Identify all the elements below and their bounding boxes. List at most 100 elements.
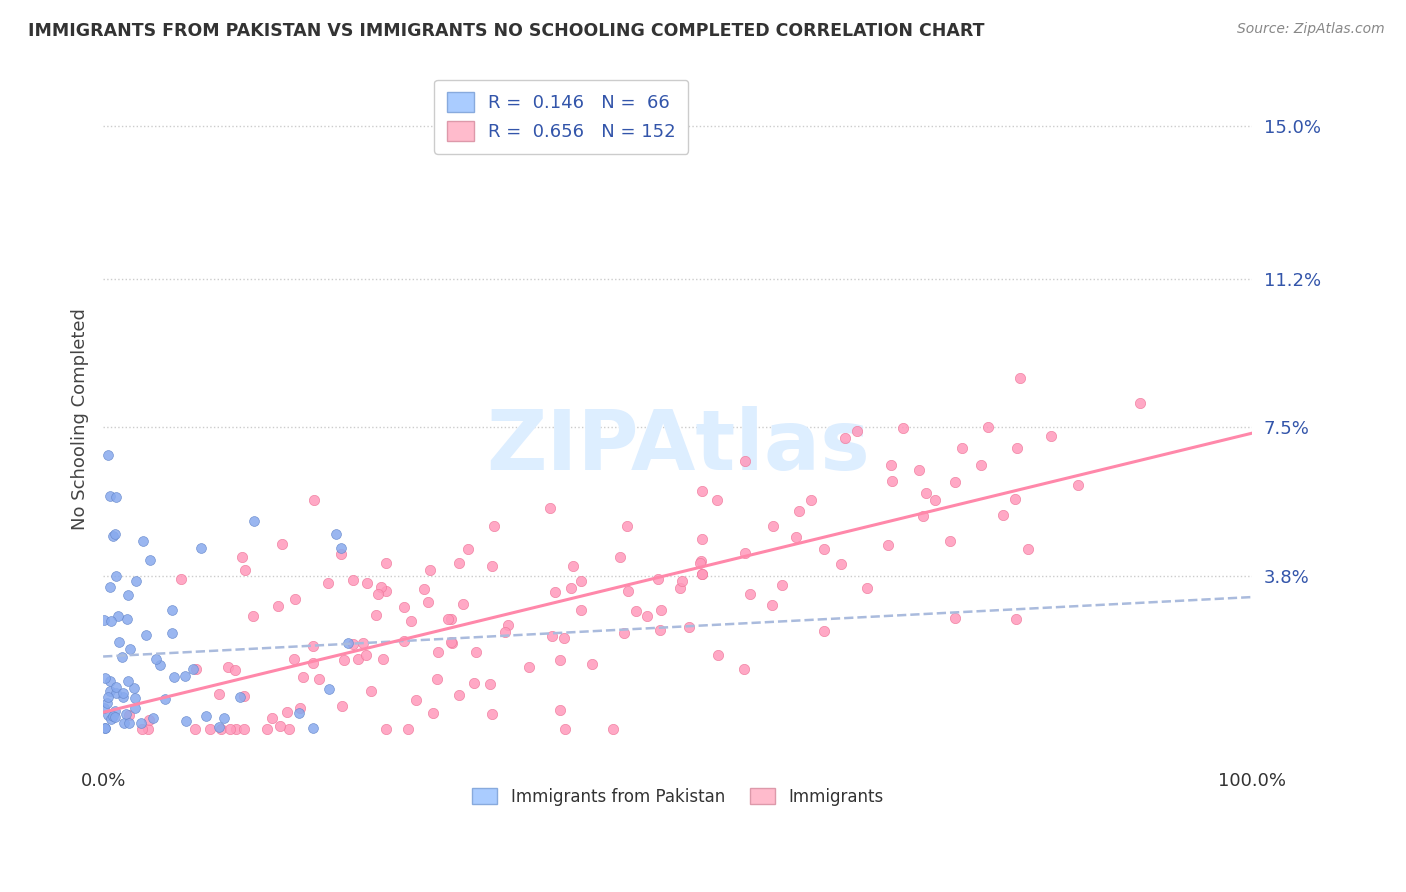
Point: [219, 722, 242, 736]
Point: [422, 706, 444, 721]
Point: [149, 658, 172, 673]
Point: [111, 686, 134, 700]
Point: [108, 635, 131, 649]
Point: [184, 722, 207, 736]
Point: [396, 722, 419, 736]
Point: [375, 584, 398, 599]
Point: [419, 562, 441, 576]
Point: [209, 722, 232, 736]
Point: [269, 718, 291, 732]
Point: [800, 493, 823, 508]
Point: [104, 680, 127, 694]
Point: [671, 574, 693, 588]
Point: [1017, 541, 1039, 556]
Point: [517, 660, 540, 674]
Point: [891, 420, 914, 434]
Point: [360, 683, 382, 698]
Point: [229, 690, 252, 704]
Point: [118, 707, 141, 722]
Point: [1005, 611, 1028, 625]
Legend: Immigrants from Pakistan, Immigrants: Immigrants from Pakistan, Immigrants: [464, 780, 891, 814]
Point: [440, 635, 463, 649]
Point: [333, 652, 356, 666]
Point: [136, 722, 159, 736]
Point: [880, 458, 903, 472]
Point: [880, 474, 903, 488]
Point: [924, 492, 946, 507]
Point: [1004, 492, 1026, 507]
Point: [441, 636, 464, 650]
Point: [426, 672, 449, 686]
Point: [447, 688, 470, 702]
Point: [117, 588, 139, 602]
Point: [457, 541, 479, 556]
Point: [124, 691, 146, 706]
Point: [845, 424, 868, 438]
Point: [733, 661, 755, 675]
Point: [329, 541, 352, 556]
Point: [301, 639, 323, 653]
Point: [103, 529, 125, 543]
Point: [689, 554, 711, 568]
Point: [142, 711, 165, 725]
Point: [174, 714, 197, 729]
Point: [544, 585, 567, 599]
Point: [184, 661, 207, 675]
Point: [301, 721, 323, 735]
Point: [139, 553, 162, 567]
Point: [1128, 395, 1150, 409]
Point: [132, 533, 155, 548]
Point: [569, 603, 592, 617]
Point: [110, 649, 132, 664]
Point: [256, 722, 278, 736]
Point: [392, 599, 415, 614]
Point: [112, 690, 135, 705]
Point: [217, 660, 239, 674]
Point: [690, 566, 713, 581]
Point: [129, 715, 152, 730]
Point: [131, 722, 153, 736]
Point: [481, 707, 503, 722]
Point: [541, 630, 564, 644]
Point: [278, 722, 301, 736]
Point: [308, 672, 330, 686]
Point: [787, 504, 810, 518]
Point: [94, 721, 117, 735]
Point: [145, 652, 167, 666]
Point: [613, 626, 636, 640]
Point: [135, 628, 157, 642]
Point: [97, 690, 120, 704]
Text: Source: ZipAtlas.com: Source: ZipAtlas.com: [1237, 22, 1385, 37]
Point: [405, 693, 427, 707]
Point: [538, 501, 561, 516]
Point: [94, 671, 117, 685]
Point: [260, 711, 283, 725]
Point: [734, 546, 756, 560]
Point: [104, 527, 127, 541]
Point: [342, 574, 364, 588]
Point: [160, 626, 183, 640]
Point: [463, 676, 485, 690]
Point: [118, 715, 141, 730]
Point: [668, 581, 690, 595]
Point: [1067, 478, 1090, 492]
Point: [231, 549, 253, 564]
Point: [609, 549, 631, 564]
Point: [602, 722, 624, 736]
Point: [912, 509, 935, 524]
Point: [97, 449, 120, 463]
Point: [284, 592, 307, 607]
Point: [481, 558, 503, 573]
Point: [939, 533, 962, 548]
Point: [232, 689, 254, 703]
Point: [690, 532, 713, 546]
Point: [283, 652, 305, 666]
Point: [114, 707, 136, 722]
Point: [413, 582, 436, 597]
Point: [342, 637, 364, 651]
Point: [626, 604, 648, 618]
Point: [329, 547, 352, 561]
Point: [553, 632, 575, 646]
Point: [943, 475, 966, 489]
Point: [104, 686, 127, 700]
